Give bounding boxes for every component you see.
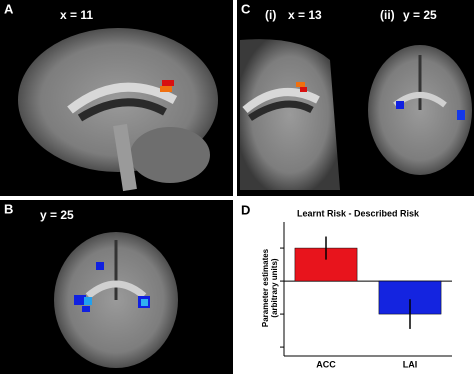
- coronal-brain: [54, 232, 178, 368]
- plot: ACC LAI: [280, 222, 452, 369]
- sagittal-brain: [18, 28, 218, 192]
- chart-title: Learnt Risk - Described Risk: [297, 208, 420, 218]
- panel-label: B: [4, 201, 13, 216]
- x-tick-label: LAI: [403, 359, 418, 369]
- y-axis-label: Parameter estimates: [261, 248, 270, 327]
- x-tick-label: ACC: [316, 359, 336, 369]
- sagittal-brain-crop: [240, 39, 340, 190]
- sub-label: (ii): [380, 8, 395, 22]
- y-axis-label: (arbitrary units): [270, 258, 279, 317]
- coronal-brain: [368, 45, 472, 175]
- coordinate: x = 13: [288, 8, 322, 22]
- coordinate: x = 11: [60, 8, 93, 22]
- sub-label: (i): [265, 8, 276, 22]
- panel-label: C: [241, 1, 251, 16]
- coordinate: y = 25: [40, 208, 74, 222]
- panel-label: A: [4, 1, 14, 16]
- coordinate: y = 25: [403, 8, 437, 22]
- panel-label: D: [241, 202, 250, 217]
